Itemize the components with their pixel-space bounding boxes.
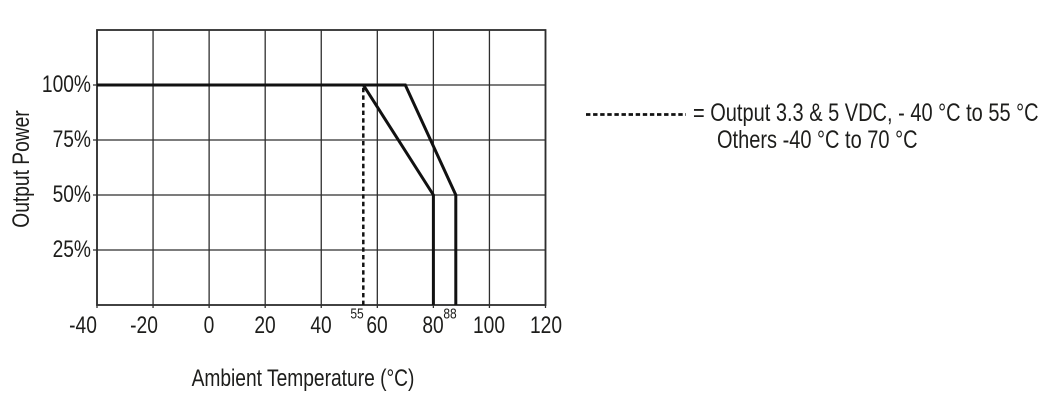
- x-tick-label-minor: 55: [349, 307, 366, 322]
- x-tick-label: 40: [308, 311, 335, 339]
- y-tick-label: 50%: [43, 183, 91, 207]
- x-tick-label-text: 100: [473, 311, 506, 339]
- dashed-line-icon: [586, 113, 686, 116]
- y-tick-label-text: 25%: [52, 236, 91, 263]
- x-tick-label-text: 120: [529, 311, 562, 339]
- legend-line-2-text: Others -40 °C to 70 °C: [717, 126, 918, 154]
- x-tick-label: 20: [252, 311, 279, 339]
- y-axis-title: Output Power: [8, 96, 35, 243]
- x-tick-label-minor: 88: [441, 307, 458, 322]
- x-tick-label: -40: [66, 311, 101, 339]
- x-tick-label-text: -20: [130, 311, 158, 339]
- x-tick-label-text: 0: [203, 311, 215, 339]
- legend-line-2: Others -40 °C to 70 °C: [717, 127, 1055, 154]
- y-tick-label: 75%: [43, 128, 91, 152]
- y-axis-title-text: Output Power: [8, 110, 35, 228]
- legend-text: = Output 3.3 & 5 VDC, - 40 °C to 55 °C O…: [693, 100, 1055, 154]
- plot-border: [96, 29, 547, 306]
- y-tick-label-text: 75%: [52, 126, 91, 153]
- y-tick-label-text: 50%: [52, 181, 91, 208]
- y-tick-label: 25%: [43, 238, 91, 262]
- derating-curve-2: [97, 83, 458, 305]
- x-axis-title: Ambient Temperature (°C): [164, 367, 443, 391]
- x-tick-label-text: 60: [366, 311, 388, 339]
- y-tick-label: 100%: [30, 73, 91, 97]
- x-tick-label-text: 80: [422, 311, 445, 339]
- y-tick-label-text: 100%: [41, 71, 91, 98]
- x-tick-label: 0: [202, 311, 215, 339]
- x-tick-label: 120: [525, 311, 565, 339]
- x-tick-label-text: 40: [310, 311, 332, 339]
- x-tick-label: 80: [420, 311, 447, 339]
- x-tick-label: -20: [127, 311, 162, 339]
- x-tick-label-minor-text: 55: [350, 305, 364, 323]
- x-tick-label-minor-text: 88: [443, 305, 457, 323]
- x-tick-label: 100: [469, 311, 509, 339]
- x-tick-label-text: 20: [254, 311, 276, 339]
- x-tick-label: 60: [364, 311, 391, 339]
- legend-line-1: = Output 3.3 & 5 VDC, - 40 °C to 55 °C: [693, 100, 1055, 127]
- legend-line-1-text: = Output 3.3 & 5 VDC, - 40 °C to 55 °C: [693, 99, 1039, 127]
- x-axis-title-text: Ambient Temperature (°C): [191, 365, 415, 392]
- x-tick-label-text: -40: [69, 311, 97, 339]
- legend: = Output 3.3 & 5 VDC, - 40 °C to 55 °C O…: [585, 100, 1055, 154]
